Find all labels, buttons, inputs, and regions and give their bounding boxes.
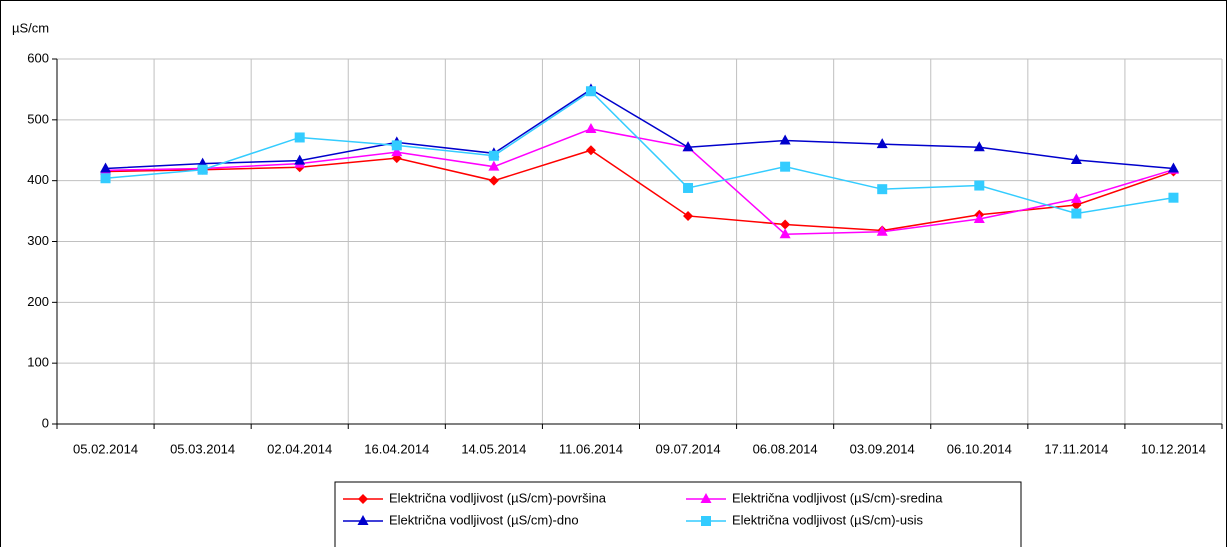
- x-tick-label: 03.09.2014: [850, 441, 915, 456]
- data-point: [1167, 162, 1179, 173]
- y-tick-label: 300: [27, 233, 49, 248]
- data-point: [683, 182, 694, 193]
- series-line: [105, 149, 1174, 232]
- data-point: [973, 141, 985, 152]
- x-tick-label: 17.11.2014: [1044, 441, 1108, 456]
- legend-label: Električna vodljivost (µS/cm)-usis: [732, 512, 923, 527]
- data-point: [294, 154, 306, 165]
- legend-marker: [700, 493, 712, 503]
- legend-marker: [357, 515, 369, 525]
- x-tick-label: 16.04.2014: [364, 441, 429, 456]
- data-point: [1071, 208, 1082, 219]
- data-point: [973, 212, 985, 223]
- legend-label: Električna vodljivost (µS/cm)-sredina: [732, 490, 943, 505]
- y-tick-label: 400: [27, 172, 49, 187]
- x-tick-label: 09.07.2014: [656, 441, 721, 456]
- data-point: [488, 150, 499, 161]
- series-line: [105, 90, 1174, 215]
- data-point: [1070, 192, 1082, 203]
- data-point: [391, 146, 403, 157]
- x-tick-label: 05.02.2014: [73, 441, 138, 456]
- x-tick-label: 05.03.2014: [170, 441, 235, 456]
- legend-box: [334, 481, 1022, 547]
- legend-label: Električna vodljivost (µS/cm)-površina: [389, 490, 607, 505]
- data-point: [1070, 153, 1082, 164]
- data-point: [876, 138, 888, 149]
- data-point: [876, 225, 888, 236]
- data-point: [780, 219, 791, 230]
- data-point: [391, 140, 402, 151]
- data-point: [585, 122, 597, 133]
- x-tick-label: 06.10.2014: [947, 441, 1012, 456]
- data-point: [100, 173, 111, 184]
- x-tick-label: 14.05.2014: [461, 441, 526, 456]
- data-point: [294, 132, 305, 143]
- data-point: [682, 141, 694, 152]
- y-tick-label: 200: [27, 294, 49, 309]
- y-tick-label: 500: [27, 111, 49, 126]
- legend-label: Električna vodljivost (µS/cm)-dno: [389, 512, 579, 527]
- y-tick-label: 0: [42, 415, 49, 430]
- data-point: [488, 175, 499, 186]
- y-axis-label: µS/cm: [12, 20, 49, 35]
- x-tick-label: 11.06.2014: [559, 441, 623, 456]
- data-point: [877, 184, 888, 195]
- data-point: [683, 210, 694, 221]
- x-tick-label: 10.12.2014: [1141, 441, 1206, 456]
- series-line: [105, 128, 1174, 235]
- x-tick-label: 06.08.2014: [753, 441, 818, 456]
- data-point: [585, 145, 596, 156]
- data-point: [974, 180, 985, 191]
- data-point: [780, 161, 791, 172]
- data-point: [488, 160, 500, 171]
- data-point: [779, 228, 791, 239]
- legend-marker: [358, 494, 368, 504]
- data-point: [779, 134, 791, 145]
- y-tick-label: 100: [27, 355, 49, 370]
- series-line: [105, 88, 1174, 170]
- y-tick-label: 600: [27, 50, 49, 65]
- data-point: [1168, 192, 1179, 203]
- legend-marker: [701, 516, 711, 526]
- data-point: [100, 162, 112, 173]
- data-point: [197, 164, 208, 175]
- data-point: [585, 86, 596, 97]
- x-tick-label: 02.04.2014: [267, 441, 332, 456]
